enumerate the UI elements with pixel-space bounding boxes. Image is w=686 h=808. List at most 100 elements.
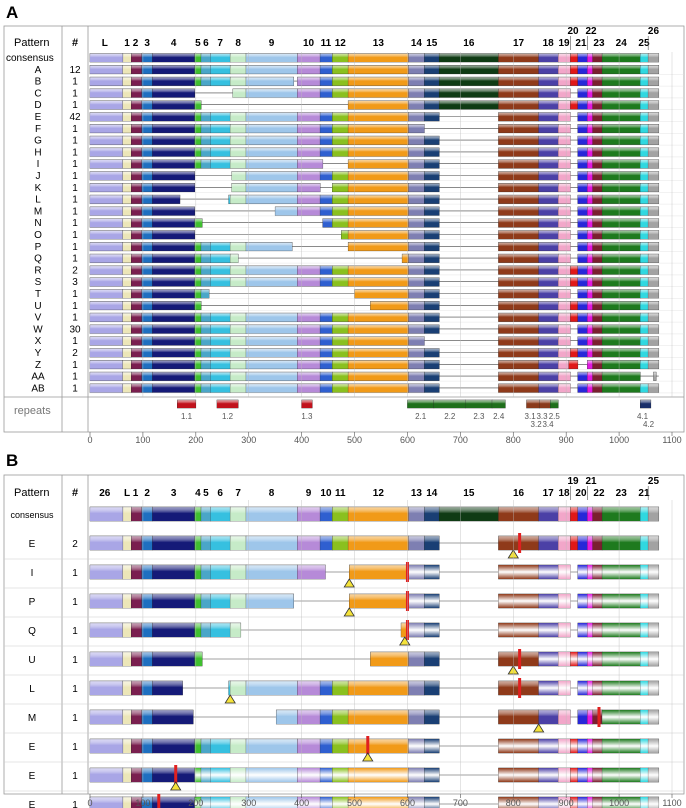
panel-a-row-Q-seg-21-shade [577, 254, 588, 263]
panel-b-row-2-seg-24-shade [602, 594, 641, 608]
panel-b-row-7-seg-21-shade [577, 739, 588, 753]
repeat-box-shade-1 [216, 400, 239, 408]
panel-b-axis-label: 1000 [609, 798, 629, 808]
panel-a-row-U-seg-24-shade [602, 301, 641, 310]
panel-a-row-R-seg-6-shade [201, 265, 211, 275]
panel-b-consensus-seg-24-shade [602, 507, 641, 521]
panel-b-row-3-seg-3-shade [141, 623, 153, 637]
panel-b-row-8-seg-26-shade [648, 768, 659, 782]
panel-a-row-name: B [35, 77, 42, 88]
panel-a-row-Q-seg-23-shade [592, 254, 603, 263]
panel-a-row-K-seg-10-shade [297, 183, 321, 192]
panel-a-row-G-seg-8-shade [230, 136, 247, 145]
panel-a-row-F-seg-3-shade [141, 124, 153, 133]
panel-a-seg-label-24: 24 [616, 38, 628, 49]
panel-a-row-A-seg-16-shade [439, 65, 499, 74]
panel-a-row-M-seg-19-shade [558, 206, 571, 216]
panel-a-row-R-seg-14-shade [408, 265, 425, 275]
panel-a-consensus-label: consensus [6, 53, 54, 64]
panel-a-row-E-seg-7-shade [210, 112, 231, 121]
panel-a-row-X-seg-7-shade [210, 336, 231, 346]
panel-a-row-F-seg-22-shade [587, 124, 593, 133]
panel-b-row-3-seg-22-shade [587, 623, 593, 637]
panel-a-row-L-seg-15-shade [424, 195, 440, 204]
panel-a-row-V-seg-6-shade [201, 313, 211, 322]
panel-a-row-I-seg-3-shade [141, 159, 153, 169]
panel-a-row-F-seg-2-shade [131, 124, 142, 133]
panel-b-row-0-seg-19-shade [558, 536, 571, 550]
panel-b-row-0-seg-4-shade [152, 536, 195, 550]
panel-a-row-W-seg-12-shade [332, 324, 349, 334]
panel-b-row-8-seg-9-shade [246, 768, 298, 782]
panel-b-row-0-seg-22-shade [587, 536, 593, 550]
panel-a-row-Z-seg-L-shade [90, 360, 123, 369]
panel-a-row-C-seg-17-shade [498, 88, 539, 98]
panel-a-row-W-seg-21-shade [577, 324, 588, 334]
panel-a-row-G-seg-L-shade [90, 136, 123, 145]
panel-a-row-A-seg-4-shade [152, 65, 195, 74]
panel-a-row-E-seg-23-shade [592, 112, 603, 121]
panel-a-seg-label-15: 15 [426, 38, 438, 49]
panel-a-row-A-seg-17-shade [498, 65, 539, 74]
panel-a-row-N-seg-23-shade [592, 218, 603, 228]
panel-a-axis-label: 300 [241, 435, 256, 445]
panel-a-row-A-seg-3-shade [141, 65, 153, 74]
panel-a-row-I-seg-18-shade [538, 159, 559, 169]
panel-a-consensus-seg-16-shade [439, 53, 499, 62]
panel-a-row-O-seg-18-shade [538, 230, 559, 239]
panel-a-row-A-seg-7-shade [210, 65, 231, 74]
panel-a-row-T-seg-24-shade [602, 289, 641, 298]
panel-b-row-3-seg-21-shade [577, 623, 588, 637]
panel-a-row-E-seg-22-shade [587, 112, 593, 121]
panel-b-row-0-seg-25-shade [640, 536, 649, 550]
panel-a-row-D-seg-16-shade [439, 100, 499, 110]
panel-a-row-G-seg-19-shade [558, 136, 571, 145]
panel-a-row-B-seg-23-shade [592, 77, 603, 86]
panel-a-row-T-seg-19-shade [558, 289, 571, 298]
panel-a-row-C-seg-10-shade [297, 88, 321, 98]
panel-a-row-AB-seg-14-shade [408, 383, 425, 393]
panel-b-row-0-seg-18-shade [538, 536, 559, 550]
panel-a-row-Y-seg-2-shade [131, 348, 142, 357]
panel-b-row-7-seg-11-shade [320, 739, 333, 753]
panel-a-row-G-seg-24-shade [602, 136, 641, 145]
panel-b-row-2-seg-4-shade [152, 594, 195, 608]
panel-a-row-L-seg-11-shade [320, 195, 333, 204]
panel-a-row-Z-seg-11-shade [320, 360, 333, 369]
panel-a-row-A-seg-L-shade [90, 65, 123, 74]
panel-a-row-F-seg-21-shade [577, 124, 588, 133]
panel-a-axis-label: 800 [506, 435, 521, 445]
panel-a-row-W-seg-22-shade [587, 324, 593, 334]
panel-b-row-4-seg-3-shade [141, 652, 153, 666]
panel-a-row-I-seg-14-shade [408, 159, 425, 169]
panel-a-row-AB-seg-19-shade [558, 383, 571, 393]
panel-a-row-X-seg-18-shade [538, 336, 559, 346]
panel-b-row-0-seg-26-shade [648, 536, 659, 550]
panel-b-row-5-seg-19-shade [558, 681, 571, 695]
panel-a-row-U-seg-19-shade [558, 301, 571, 310]
panel-a-row-B-seg-4-shade [152, 77, 195, 86]
panel-b-seg-label-11: 10 [320, 488, 332, 499]
panel-a-row-K-seg-21-shade [577, 183, 588, 192]
panel-a-row-J-seg-17-shade [498, 171, 539, 180]
panel-a-row-U-seg-23-shade [592, 301, 603, 310]
panel-a-row-E-seg-17-shade [498, 112, 539, 121]
panel-b-consensus-seg-1-shade [122, 507, 132, 521]
panel-b-row-8-seg-21-shade [577, 768, 588, 782]
panel-a-row-M-seg-26-shade [648, 206, 659, 216]
panel-a-row-S-seg-7-shade [210, 277, 231, 287]
panel-a-row-AB-seg-26-shade [648, 383, 659, 393]
panel-b-seg-label-15: 14 [426, 488, 438, 499]
panel-b-seg-label-12: 11 [335, 488, 346, 499]
panel-a-row-name: G [34, 136, 42, 147]
panel-a-axis-label: 1000 [609, 435, 629, 445]
panel-b-consensus-seg-9-shade [246, 507, 298, 521]
panel-a-row-AA-seg-11-shade [320, 372, 333, 381]
panel-b-row-1-seg-19-shade [558, 565, 571, 579]
panel-a-consensus-seg-7-shade [210, 53, 231, 62]
panel-b-row-2-seg-3-shade [141, 594, 153, 608]
panel-a-row-C-seg-11-shade [320, 88, 333, 98]
panel-b-row-2-seg-23-shade [592, 594, 603, 608]
panel-b-row-4-seg-4-shade [152, 652, 195, 666]
